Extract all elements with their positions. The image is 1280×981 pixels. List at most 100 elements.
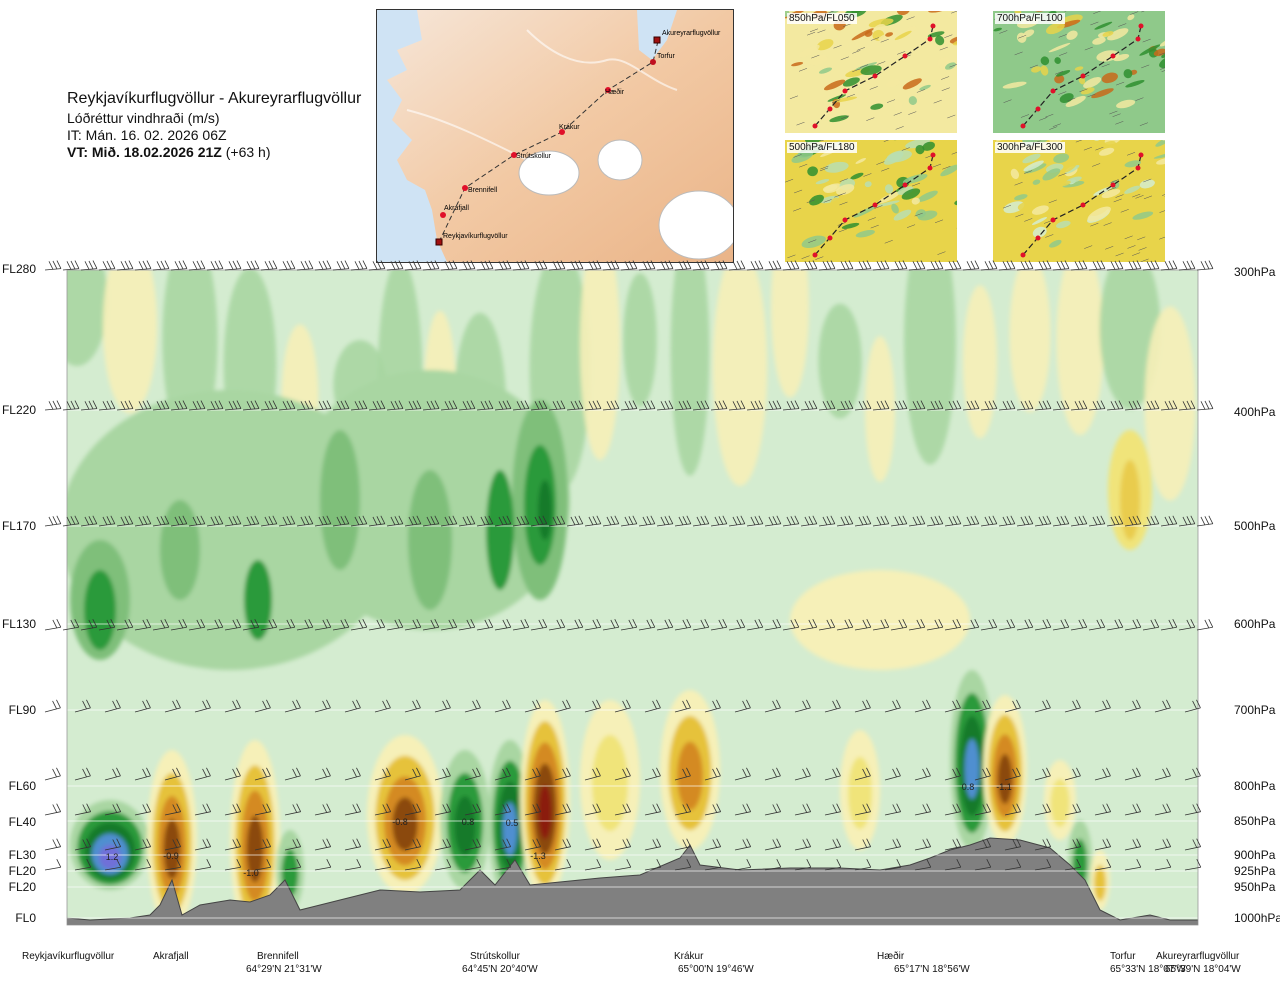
inset-waypoint: [930, 152, 936, 158]
wind-barb: [134, 260, 152, 271]
hpa-label: 900hPa: [1234, 848, 1276, 862]
wind-barb: [440, 260, 458, 271]
wind-barb: [374, 859, 392, 871]
wind-barb: [980, 400, 998, 411]
inset-300hpa[interactable]: 300hPa/FL300: [993, 140, 1165, 262]
wind-barb: [164, 838, 182, 851]
inset-waypoint: [842, 217, 848, 223]
fl-label: FL20: [8, 864, 36, 878]
wind-barb: [1124, 767, 1141, 781]
wind-barb: [224, 619, 242, 631]
inset-500hpa[interactable]: 500hPa/FL180: [785, 140, 957, 262]
inset-barb: [1101, 63, 1110, 68]
wind-barb: [524, 838, 542, 851]
wind-barb: [704, 803, 722, 816]
wind-barb: [584, 515, 602, 527]
wind-barb: [242, 515, 260, 527]
inset-barb: [1058, 172, 1067, 177]
wind-barb: [1034, 515, 1052, 527]
wind-barb: [1088, 619, 1106, 631]
inset-barb: [1126, 152, 1136, 156]
hpa-label: 500hPa: [1234, 519, 1276, 533]
inset-texture: [905, 140, 931, 149]
wind-barb: [548, 260, 566, 271]
wind-barb: [674, 859, 692, 871]
inset-waypoint: [930, 23, 936, 29]
inset-texture: [1002, 81, 1027, 89]
waypoint-name: Reykjavíkurflugvöllur: [22, 951, 115, 962]
terrain-profile: [67, 837, 1198, 925]
inset-barb: [914, 212, 923, 217]
wind-barb: [512, 260, 530, 271]
wind-barb: [794, 859, 812, 871]
wind-barb: [824, 859, 842, 871]
wind-barb: [1160, 515, 1178, 527]
wind-barb: [728, 619, 746, 631]
inset-barb: [999, 30, 1008, 34]
wind-barb: [584, 619, 602, 631]
map-label-strutskollur: Strútskollur: [516, 153, 552, 160]
updraft-core: [486, 470, 514, 590]
wave-cell-band: [1094, 865, 1106, 901]
inset-texture: [1081, 30, 1092, 39]
wind-barb: [44, 767, 61, 781]
inset-texture: [954, 199, 957, 206]
inset-barb: [1058, 34, 1067, 38]
inset-texture: [1082, 169, 1104, 178]
wind-barb: [1124, 400, 1142, 411]
waypoint-coord: 65°39'N 18°04'W: [1165, 964, 1241, 975]
inset-waypoint: [842, 88, 848, 94]
inset-texture: [1065, 95, 1086, 107]
inset-barb: [1103, 222, 1112, 226]
upper-streak: [623, 273, 657, 407]
inset-850hpa[interactable]: 850hPa/FL050: [785, 11, 957, 133]
wind-barb: [614, 767, 631, 781]
inset-barb: [796, 121, 805, 126]
inset-barb: [939, 46, 948, 51]
value-annotation: -1.0: [243, 868, 259, 878]
inset-texture: [868, 18, 894, 28]
inset-texture: [891, 203, 899, 214]
inset-barb: [947, 114, 956, 119]
wind-barb: [674, 699, 691, 713]
inset-barb: [1116, 81, 1125, 86]
wind-barb: [80, 400, 98, 411]
inset-barb: [1107, 187, 1116, 191]
wind-barb: [314, 803, 332, 816]
wind-barb: [314, 619, 332, 631]
inset-texture: [864, 181, 872, 188]
inset-texture: [850, 172, 864, 180]
wind-barb: [926, 400, 944, 411]
inset-texture: [940, 164, 957, 177]
inset-texture: [1074, 66, 1084, 71]
inset-barb: [1140, 258, 1149, 262]
wave-cell-band: [997, 754, 1013, 804]
inset-barb: [1020, 114, 1030, 118]
wind-barb: [1004, 803, 1022, 816]
wind-barb: [1178, 619, 1196, 631]
inset-barb: [852, 50, 861, 54]
wind-barb: [1178, 260, 1196, 271]
wind-barb: [728, 515, 746, 527]
inset-texture: [1032, 226, 1047, 238]
inset-barb: [1105, 246, 1114, 250]
hpa-label: 800hPa: [1234, 779, 1276, 793]
value-annotation: 1.2: [106, 852, 119, 862]
wind-barb: [1154, 859, 1172, 871]
inset-700hpa[interactable]: 700hPa/FL100: [993, 11, 1165, 133]
wind-barb: [872, 619, 890, 631]
inset-texture: [1125, 79, 1145, 88]
inset-texture: [855, 230, 875, 238]
inset-barb: [1143, 178, 1152, 183]
wind-barb: [1124, 619, 1142, 631]
wind-barb: [944, 859, 962, 871]
inset-texture: [937, 57, 951, 67]
wind-barb: [206, 619, 224, 631]
wind-barb: [644, 803, 662, 816]
upper-streak: [579, 270, 621, 460]
inset-texture: [883, 151, 904, 165]
wind-barb: [884, 803, 902, 816]
wind-barb: [44, 803, 62, 816]
fl-label: FL130: [1, 617, 36, 631]
wind-barb: [134, 767, 151, 781]
